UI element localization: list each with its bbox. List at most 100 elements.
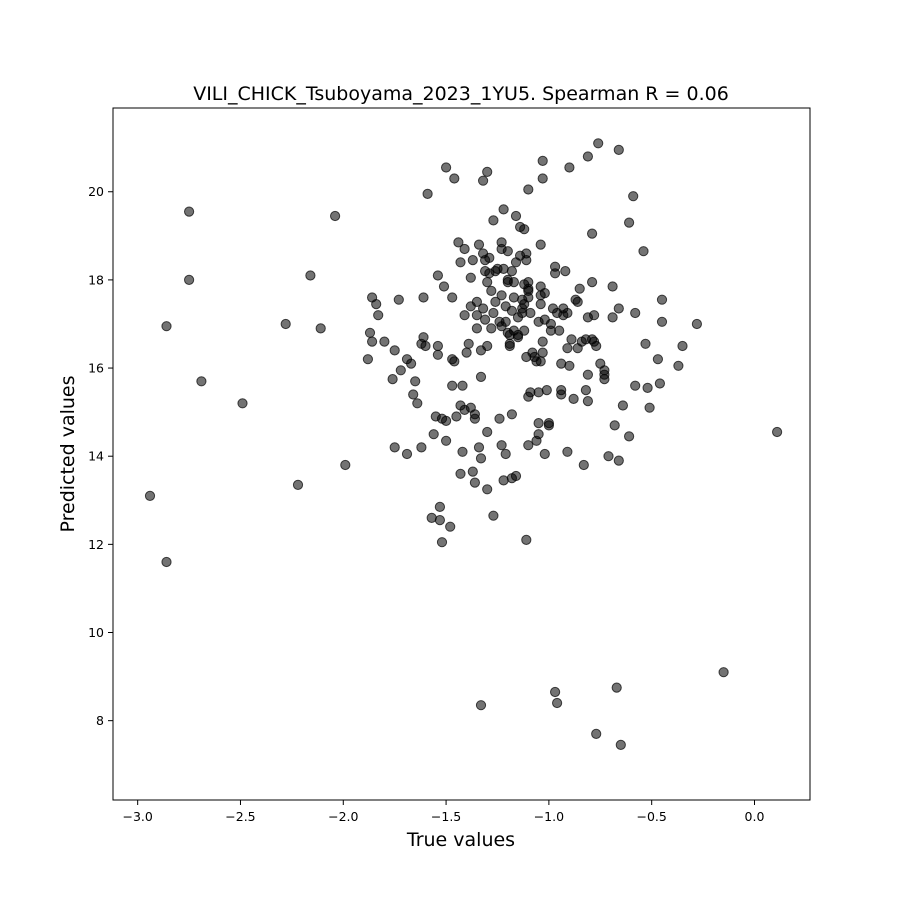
data-point-199 [560,266,571,277]
data-point-256 [691,318,703,330]
data-point-219 [587,228,598,239]
data-point-62 [457,380,468,391]
data-point-175 [537,155,548,166]
data-point-53 [447,380,458,391]
data-point-122 [502,246,513,257]
data-point-115 [498,475,509,486]
data-point-226 [593,138,604,149]
data-point-190 [550,686,561,698]
data-point-2 [161,556,172,568]
data-point-254 [673,360,684,371]
data-point-243 [628,191,639,202]
data-point-0 [144,490,156,501]
x-tick-label: −1.0 [534,809,564,824]
data-point-94 [482,484,493,495]
data-point-134 [510,210,522,222]
data-point-102 [488,510,499,521]
data-point-73 [467,255,478,266]
data-point-225 [591,340,602,352]
data-point-87 [478,303,489,314]
data-point-95 [482,426,493,438]
data-point-176 [537,173,548,184]
data-point-100 [486,323,497,334]
data-point-80 [473,239,485,250]
data-point-18 [373,310,384,321]
data-point-128 [506,266,517,277]
data-point-235 [611,682,622,693]
data-point-30 [412,398,423,409]
plot-frame [112,107,811,801]
data-point-68 [463,338,474,349]
y-tick-label: 10 [88,625,104,640]
data-point-203 [564,162,575,173]
data-point-245 [630,380,641,391]
data-point-173 [535,239,546,250]
data-point-6 [237,398,248,409]
data-point-131 [508,292,520,303]
data-point-13 [362,354,373,365]
data-point-42 [432,340,443,352]
data-point-34 [418,332,429,343]
data-point-75 [469,413,480,424]
data-point-178 [537,347,548,358]
data-point-57 [451,411,462,422]
data-point-236 [613,144,624,155]
data-point-16 [367,336,378,347]
data-point-103 [488,215,499,226]
data-point-54 [447,292,458,303]
data-point-249 [644,402,655,413]
chart-title: VILI_CHICK_Tsuboyama_2023_1YU5. Spearman… [193,83,729,105]
data-point-66 [459,243,470,255]
x-tick-label: 0.0 [745,809,765,824]
data-point-116 [498,204,509,215]
data-point-148 [519,224,530,235]
data-point-3 [184,206,195,217]
data-point-31 [416,442,427,453]
data-point-105 [490,296,501,307]
data-point-237 [613,303,624,314]
data-point-50 [441,162,452,173]
data-point-45 [436,537,448,548]
data-point-110 [496,290,507,301]
data-point-158 [523,440,534,451]
x-tick-label: −2.5 [225,809,255,824]
data-point-21 [389,345,400,356]
data-point-85 [475,453,487,464]
data-point-14 [364,327,376,338]
data-point-179 [539,288,550,299]
data-point-119 [500,448,511,460]
x-axis-label: True values [406,829,515,851]
data-point-26 [401,448,413,460]
data-point-218 [582,369,594,380]
data-point-40 [432,270,443,281]
data-point-126 [504,340,515,352]
data-point-118 [500,316,511,327]
data-point-251 [654,378,666,389]
data-point-193 [554,325,565,336]
data-point-1 [161,321,172,332]
data-point-244 [630,307,641,319]
data-point-132 [508,277,520,288]
data-point-189 [550,268,561,279]
data-point-63 [457,446,468,457]
data-point-19 [379,336,390,347]
data-point-238 [613,455,624,466]
data-point-60 [455,257,466,268]
data-point-93 [482,277,493,288]
data-point-206 [568,393,579,404]
data-point-82 [475,700,487,711]
data-point-153 [523,184,534,195]
data-point-191 [552,697,563,709]
data-point-196 [556,385,567,396]
data-point-43 [434,501,445,512]
data-point-10 [315,323,326,334]
x-axis: −3.0 −2.5 −2.0 −1.5 −1.0 −0.5 0.0 [122,800,764,824]
data-point-7 [280,318,291,330]
data-point-76 [469,477,480,488]
data-point-77 [471,296,482,307]
data-point-90 [480,314,491,325]
data-point-246 [638,246,649,257]
data-point-97 [484,252,495,263]
data-point-205 [566,334,577,345]
data-point-224 [591,728,602,740]
